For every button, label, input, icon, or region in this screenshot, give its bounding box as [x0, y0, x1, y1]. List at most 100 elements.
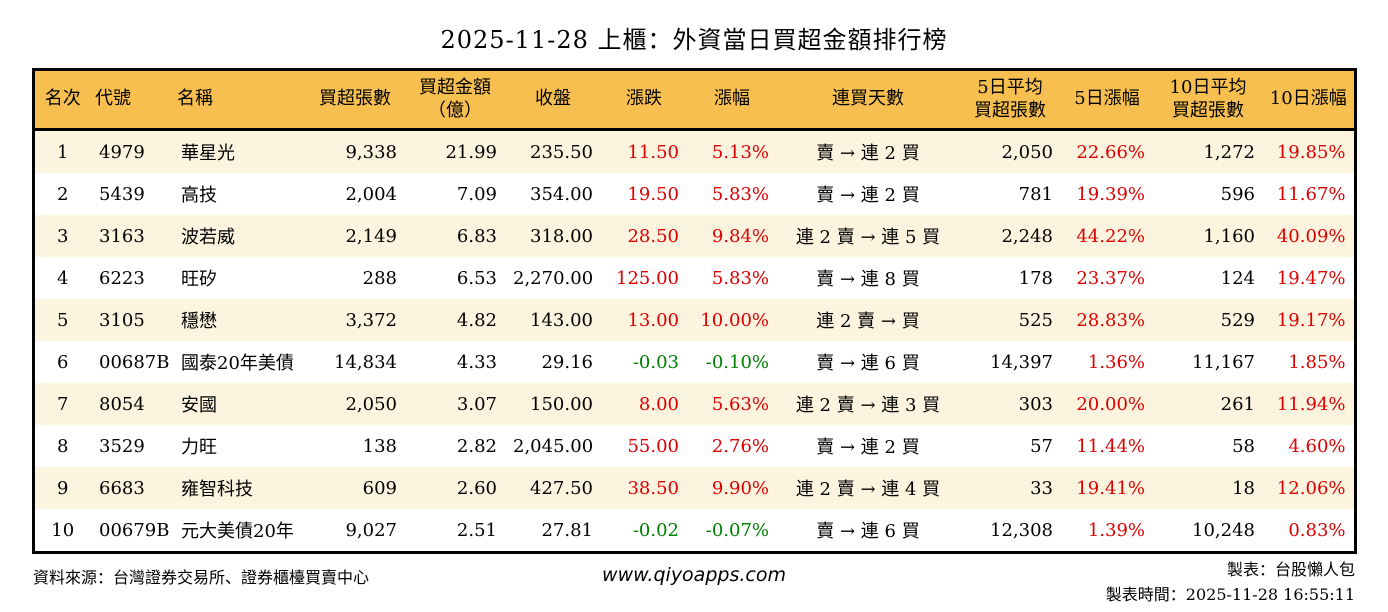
- streak-cell: 賣 → 連 2 買: [816, 185, 920, 206]
- change-pct-cell: 5.13%: [711, 141, 769, 163]
- credit-block: 製表：台股懶人包 製表時間：2025-11-28 16:55:11: [1106, 558, 1355, 608]
- pct10-cell: 1.85%: [1288, 351, 1346, 373]
- streak-cell: 連 2 賣 → 連 3 買: [795, 395, 941, 416]
- netbuy-amount-cell: 4.82: [456, 309, 497, 331]
- data-source-note: 資料來源：台灣證券交易所、證券櫃檯買賣中心: [33, 568, 370, 587]
- table-row: 9 6683 雍智科技 609 2.60 427.50 38.50 9.90% …: [33, 467, 1355, 509]
- streak-cell: 賣 → 連 8 買: [816, 269, 920, 290]
- netbuy-amount-cell: 2.51: [456, 519, 497, 541]
- avg5-volume-cell: 12,308: [990, 519, 1053, 541]
- pct5-cell: 22.66%: [1076, 141, 1145, 163]
- col-header-close: 收盤: [505, 69, 601, 131]
- avg10-volume-cell: 529: [1220, 309, 1255, 331]
- foreign-netbuy-ranking-table: 名次 代號 名稱 買超張數 買超金額 （億） 收盤 漲跌 漲幅 連買天數 5日平…: [31, 68, 1357, 554]
- avg5-volume-cell: 303: [1018, 393, 1053, 415]
- avg5-volume-cell: 14,397: [990, 351, 1053, 373]
- close-cell: 2,045.00: [513, 435, 594, 457]
- streak-cell: 賣 → 連 2 買: [816, 143, 920, 164]
- name-cell: 力旺: [181, 437, 217, 458]
- table-row: 10 00679B 元大美債20年 9,027 2.51 27.81 -0.02…: [33, 509, 1355, 553]
- pct5-cell: 1.36%: [1087, 351, 1145, 373]
- timestamp-label: 製表時間：2025-11-28 16:55:11: [1105, 584, 1355, 604]
- col-header-pct10: 10日漲幅: [1263, 69, 1355, 131]
- name-cell: 元大美債20年: [181, 521, 294, 542]
- streak-cell: 連 2 賣 → 買: [816, 311, 920, 332]
- rank-cell: 1: [57, 141, 69, 163]
- col-header-change: 漲跌: [601, 69, 687, 131]
- close-cell: 2,270.00: [513, 267, 594, 289]
- avg10-volume-cell: 10,248: [1192, 519, 1255, 541]
- change-pct-cell: 9.84%: [711, 225, 769, 247]
- col-header-change-pct: 漲幅: [687, 69, 777, 131]
- streak-cell: 賣 → 連 6 買: [816, 521, 920, 542]
- code-cell: 6683: [99, 477, 145, 499]
- avg5-volume-cell: 781: [1018, 183, 1053, 205]
- netbuy-amount-cell: 4.33: [456, 351, 497, 373]
- pct5-cell: 11.44%: [1076, 435, 1145, 457]
- streak-cell: 連 2 賣 → 連 4 買: [795, 479, 941, 500]
- netbuy-volume-cell: 2,004: [345, 183, 397, 205]
- code-cell: 6223: [99, 267, 145, 289]
- rank-cell: 5: [57, 309, 69, 331]
- netbuy-amount-cell: 21.99: [445, 141, 497, 163]
- close-cell: 427.50: [530, 477, 593, 499]
- maker-label: 製表：台股懶人包: [1226, 560, 1355, 579]
- col-header-name: 名稱: [173, 69, 305, 131]
- avg5-volume-cell: 2,248: [1001, 225, 1053, 247]
- avg10-volume-cell: 18: [1232, 477, 1255, 499]
- avg10-volume-cell: 261: [1220, 393, 1255, 415]
- avg5-volume-cell: 33: [1030, 477, 1053, 499]
- pct5-cell: 1.39%: [1087, 519, 1145, 541]
- rank-cell: 8: [57, 435, 69, 457]
- netbuy-volume-cell: 14,834: [334, 351, 397, 373]
- netbuy-volume-cell: 609: [362, 477, 397, 499]
- pct10-cell: 12.06%: [1276, 477, 1346, 499]
- pct5-cell: 44.22%: [1076, 225, 1145, 247]
- avg5-volume-cell: 525: [1018, 309, 1053, 331]
- table-row: 4 6223 旺矽 288 6.53 2,270.00 125.00 5.83%…: [33, 257, 1355, 299]
- pct10-cell: 0.83%: [1288, 519, 1346, 541]
- netbuy-volume-cell: 9,338: [345, 141, 397, 163]
- name-cell: 安國: [181, 395, 217, 416]
- col-header-netbuy-amount: 買超金額 （億）: [405, 69, 505, 131]
- rank-cell: 4: [57, 267, 69, 289]
- code-cell: 5439: [99, 183, 145, 205]
- streak-cell: 賣 → 連 6 買: [816, 353, 920, 374]
- close-cell: 29.16: [541, 351, 593, 373]
- rank-cell: 7: [57, 393, 69, 415]
- col-header-rank: 名次: [33, 69, 91, 131]
- streak-cell: 賣 → 連 2 買: [816, 437, 920, 458]
- close-cell: 27.81: [541, 519, 593, 541]
- table-row: 5 3105 穩懋 3,372 4.82 143.00 13.00 10.00%…: [33, 299, 1355, 341]
- table-row: 1 4979 華星光 9,338 21.99 235.50 11.50 5.13…: [33, 129, 1355, 173]
- name-cell: 國泰20年美債: [181, 353, 294, 374]
- col-header-avg10-volume: 10日平均 買超張數: [1153, 69, 1263, 131]
- close-cell: 318.00: [530, 225, 593, 247]
- change-pct-cell: 9.90%: [711, 477, 769, 499]
- code-cell: 3105: [99, 309, 145, 331]
- avg5-volume-cell: 2,050: [1001, 141, 1053, 163]
- name-cell: 華星光: [181, 143, 235, 164]
- netbuy-amount-cell: 6.83: [456, 225, 497, 247]
- col-header-streak: 連買天數: [777, 69, 959, 131]
- page-title: 2025-11-28 上櫃：外資當日買超金額排行榜: [440, 26, 948, 54]
- change-cell: 125.00: [616, 267, 679, 289]
- pct5-cell: 19.41%: [1076, 477, 1145, 499]
- website-url: www.qiyoapps.com: [602, 564, 786, 586]
- pct5-cell: 23.37%: [1076, 267, 1145, 289]
- name-cell: 穩懋: [181, 311, 217, 332]
- close-cell: 354.00: [530, 183, 593, 205]
- pct5-cell: 20.00%: [1076, 393, 1145, 415]
- close-cell: 235.50: [530, 141, 593, 163]
- netbuy-volume-cell: 9,027: [345, 519, 397, 541]
- change-cell: -0.03: [632, 351, 679, 373]
- avg10-volume-cell: 11,167: [1192, 351, 1255, 373]
- change-cell: 13.00: [627, 309, 679, 331]
- netbuy-volume-cell: 2,050: [345, 393, 397, 415]
- code-cell: 4979: [99, 141, 145, 163]
- code-cell: 3163: [99, 225, 145, 247]
- streak-cell: 連 2 賣 → 連 5 買: [795, 227, 941, 248]
- change-pct-cell: 5.83%: [711, 183, 769, 205]
- avg5-volume-cell: 57: [1030, 435, 1053, 457]
- rank-cell: 3: [57, 225, 69, 247]
